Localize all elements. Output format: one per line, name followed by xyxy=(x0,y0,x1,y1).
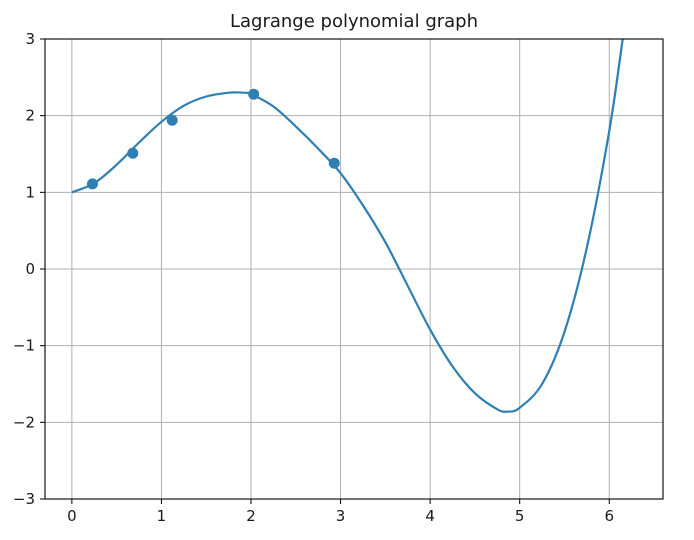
x-tick-label: 6 xyxy=(604,507,614,525)
x-tick-label: 2 xyxy=(246,507,256,525)
y-tick-label: 1 xyxy=(25,183,35,201)
y-tick-label: 3 xyxy=(25,30,35,48)
x-tick-label: 3 xyxy=(336,507,346,525)
polynomial-curve xyxy=(71,39,624,413)
data-point xyxy=(166,114,178,126)
y-tick-label: −3 xyxy=(13,490,35,508)
chart-title: Lagrange polynomial graph xyxy=(230,11,478,32)
y-tick-label: −2 xyxy=(13,413,35,431)
y-tick-label: −1 xyxy=(13,337,35,355)
data-point xyxy=(328,157,340,169)
data-point xyxy=(248,88,260,100)
y-tick-label: 2 xyxy=(25,107,35,125)
data-point xyxy=(86,178,98,190)
point-layer xyxy=(86,88,340,190)
y-tick-label: 0 xyxy=(25,260,35,278)
line-layer xyxy=(71,39,624,413)
x-tick-label: 5 xyxy=(515,507,525,525)
data-point xyxy=(127,147,139,159)
x-tick-label: 4 xyxy=(425,507,435,525)
grid-layer xyxy=(45,38,663,500)
x-tick-label: 0 xyxy=(67,507,77,525)
x-tick-label: 1 xyxy=(157,507,167,525)
tick-layer: 0 1 2 3 4 5 6 −3 −2 −1 0 1 2 3 xyxy=(13,30,614,525)
